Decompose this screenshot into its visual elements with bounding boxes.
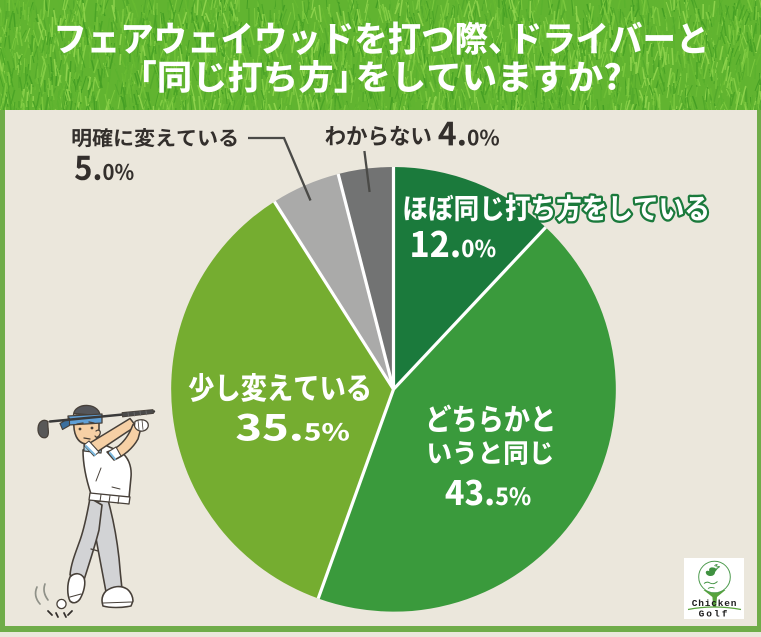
svg-text:Golf: Golf — [699, 609, 730, 620]
svg-text:Chicken: Chicken — [692, 598, 738, 609]
